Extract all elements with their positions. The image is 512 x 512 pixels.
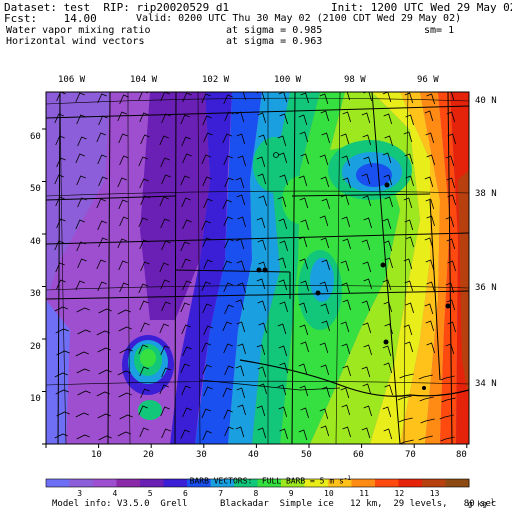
- colorbar-label: 6: [183, 489, 188, 498]
- colorbar-label: 8: [253, 489, 259, 498]
- lon-label-98w: 98 W: [344, 75, 366, 85]
- lat-label-34n: 34 N: [475, 379, 497, 389]
- grid-x-60: 60: [353, 450, 364, 460]
- grid-y-60: 60: [30, 132, 41, 142]
- colorbar-swatch: [116, 479, 141, 487]
- lon-label-100w: 100 W: [274, 75, 302, 85]
- colorbar: [45, 478, 470, 488]
- lat-label-40n: 40 N: [475, 96, 497, 106]
- model-info-footer: Model info: V3.5.0 Grell Blackadar Simpl…: [52, 499, 497, 509]
- colorbar-units-exponent: -1: [486, 498, 495, 505]
- colorbar-swatch: [398, 479, 423, 487]
- colorbar-swatch: [163, 479, 188, 487]
- lon-label-102w: 102 W: [202, 75, 230, 85]
- field1-name: Water vapor mixing ratio: [6, 25, 151, 36]
- lon-label-106w: 106 W: [58, 75, 86, 85]
- valid-time-label: Valid: 0200 UTC Thu 30 May 02 (2100 CDT …: [136, 13, 462, 24]
- colorbar-label: 13: [429, 489, 440, 498]
- dataset-label: Dataset: test RIP: rip20020529 d1: [4, 1, 230, 14]
- colorbar-swatch: [187, 479, 211, 487]
- colorbar-swatch: [69, 479, 94, 487]
- barb-caption-text: BARB VECTORS: FULL BARB = 5 m s: [189, 476, 344, 486]
- colorbar-swatch: [140, 479, 164, 487]
- colorbar-label: 11: [359, 489, 369, 498]
- colorbar-swatch: [210, 479, 235, 487]
- grid-x-50: 50: [301, 450, 312, 460]
- grid-y-30: 30: [30, 289, 41, 299]
- smoothing-label: sm= 1: [424, 25, 455, 36]
- field2-name: Horizontal wind vectors: [6, 36, 145, 47]
- colorbar-swatch: [93, 479, 117, 487]
- grid-y-50: 50: [30, 184, 41, 194]
- grid-x-70: 70: [405, 450, 416, 460]
- colorbar-units-text: g kg: [467, 499, 487, 509]
- grid-y-20: 20: [30, 342, 41, 352]
- colorbar-swatch: [281, 479, 305, 487]
- colorbar-label: 7: [218, 489, 224, 498]
- field2-level: at sigma = 0.963: [226, 36, 323, 47]
- colorbar-swatch: [257, 479, 282, 487]
- colorbar-swatch: [422, 479, 446, 487]
- forecast-hour-label: Fcst: 14.00: [4, 12, 97, 25]
- colorbar-swatch: [375, 479, 399, 487]
- grid-y-40: 40: [30, 237, 41, 247]
- colorbar-swatch: [304, 479, 329, 487]
- colorbar-label: 3: [77, 489, 83, 498]
- grid-x-20: 20: [143, 450, 154, 460]
- init-time-label: Init: 1200 UTC Wed 29 May 02: [331, 1, 512, 14]
- colorbar-swatch: [234, 479, 258, 487]
- colorbar-swatch: [351, 479, 376, 487]
- colorbar-swatch: [328, 479, 352, 487]
- wind-barbs: [54, 92, 456, 444]
- colorbar-units: g kg-1: [458, 490, 495, 509]
- colorbar-label: 10: [324, 489, 334, 498]
- lat-label-36n: 36 N: [475, 283, 497, 293]
- field1-level: at sigma = 0.985: [226, 25, 323, 36]
- colorbar-label: 5: [147, 489, 153, 498]
- grid-x-10: 10: [91, 450, 102, 460]
- colorbar-label: 4: [112, 489, 118, 498]
- barb-caption-exponent: -1: [343, 475, 351, 482]
- grid-y-10: 10: [30, 394, 41, 404]
- grid-x-30: 30: [196, 450, 207, 460]
- colorbar-label: 9: [288, 489, 294, 498]
- colorbar-swatch: [445, 479, 470, 487]
- colorbar-label: 12: [394, 489, 405, 498]
- colorbar-swatch: [46, 479, 70, 487]
- grid-x-80: 80: [456, 450, 467, 460]
- barb-caption: BARB VECTORS: FULL BARB = 5 m s-1: [180, 467, 351, 486]
- lon-label-104w: 104 W: [130, 75, 158, 85]
- grid-x-40: 40: [248, 450, 259, 460]
- lat-label-38n: 38 N: [475, 189, 497, 199]
- moisture-field: [46, 92, 469, 444]
- lon-label-96w: 96 W: [417, 75, 439, 85]
